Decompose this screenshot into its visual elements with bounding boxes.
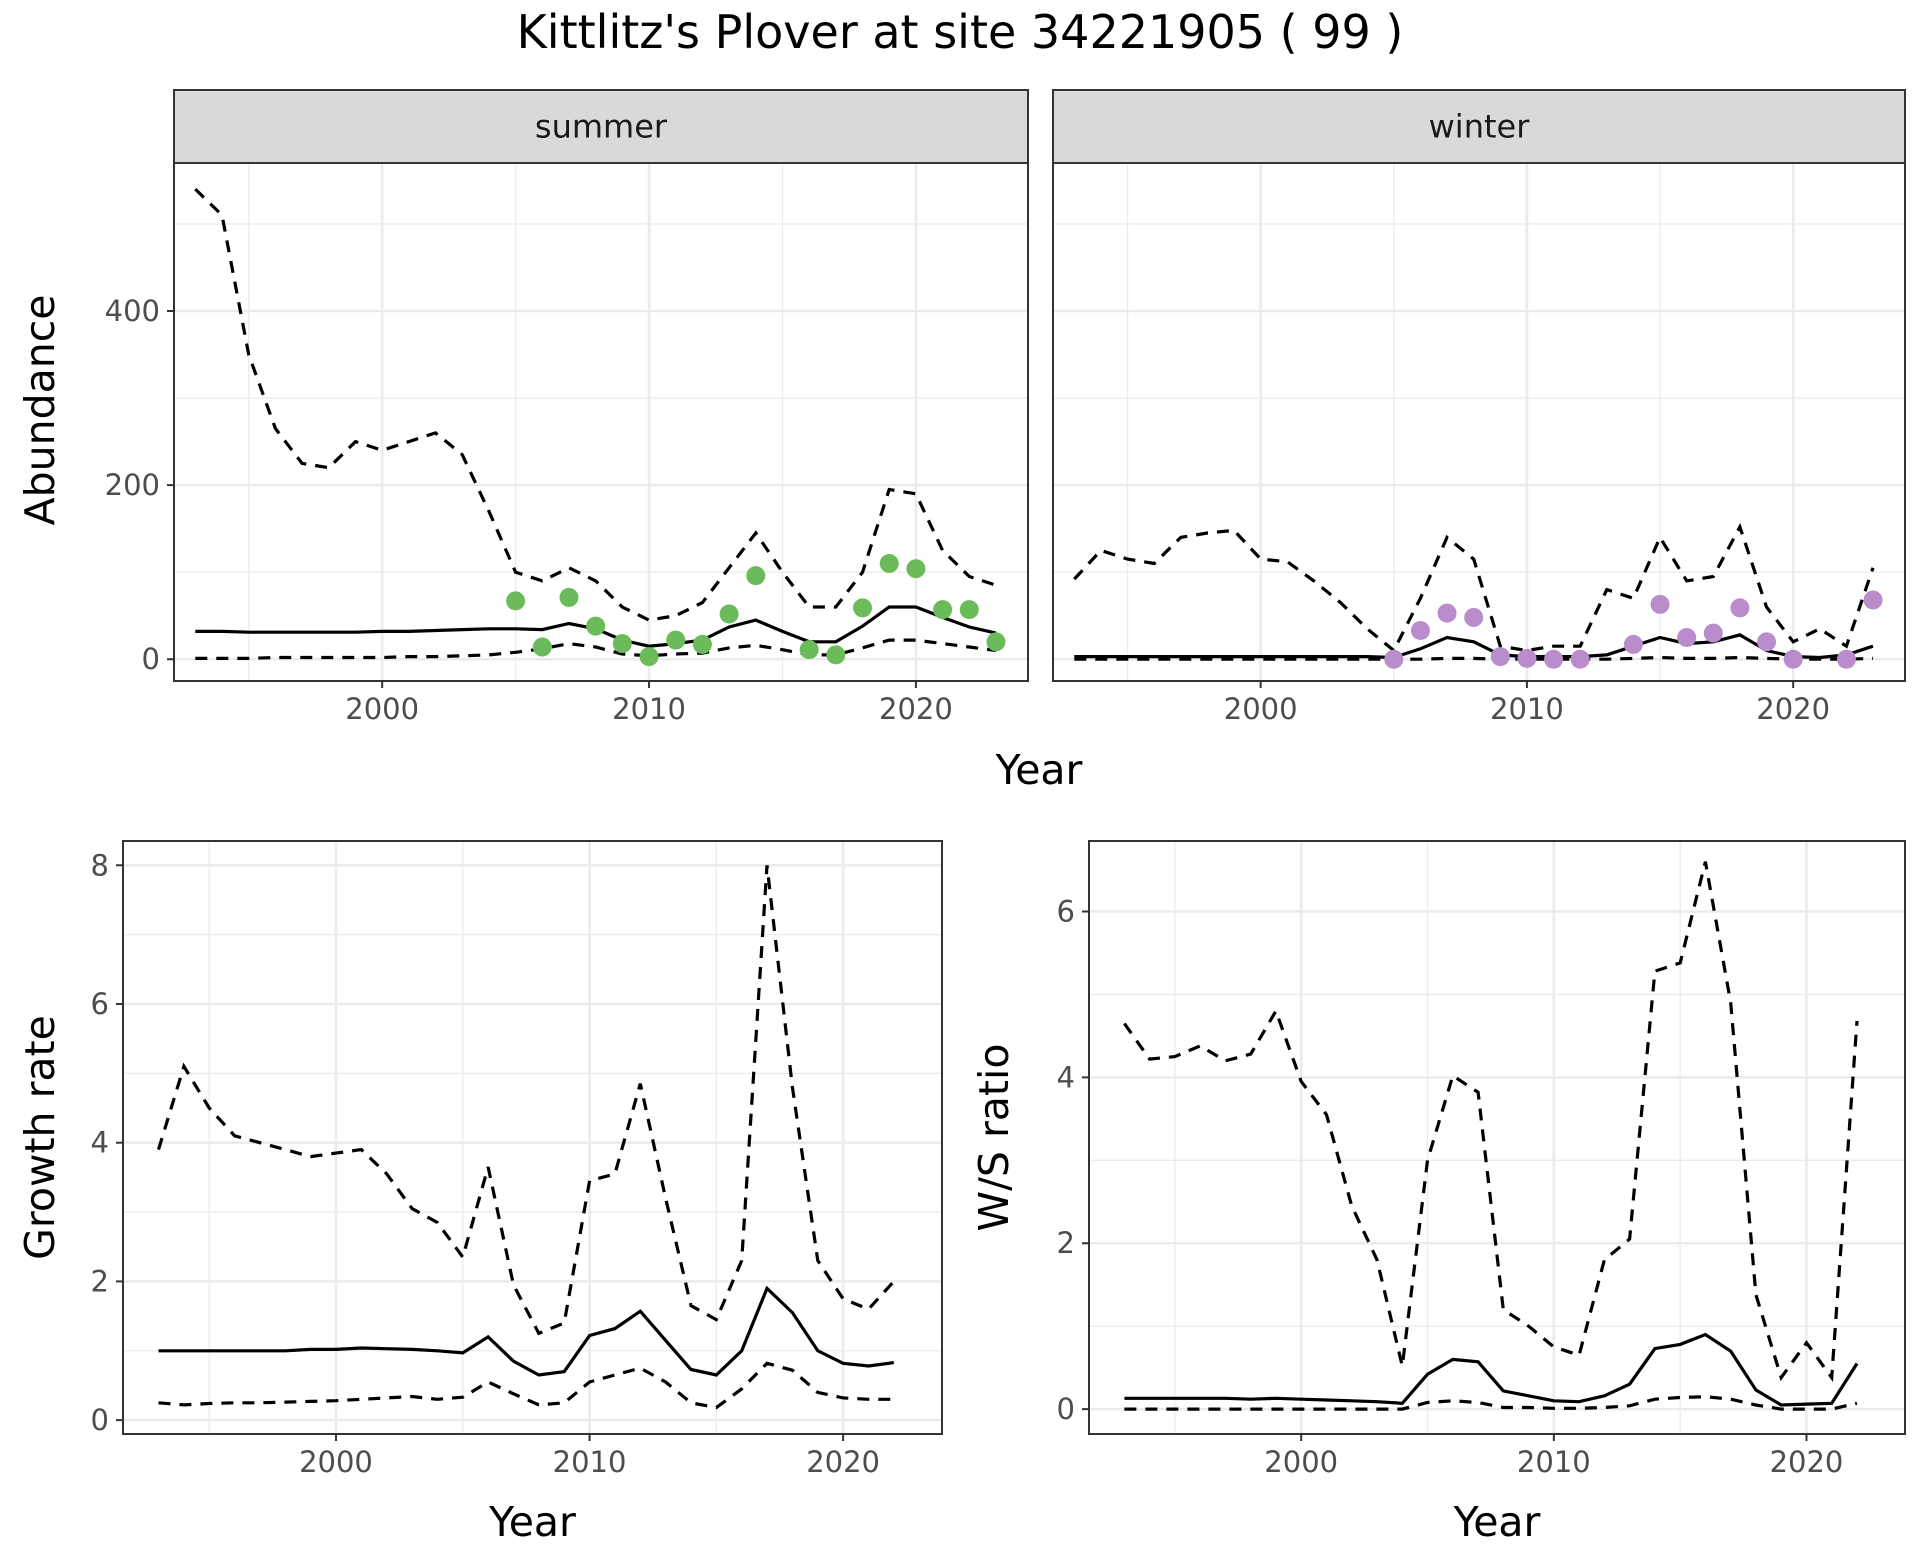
x-tick-label: 2000 bbox=[1264, 1445, 1338, 1479]
data-point bbox=[559, 587, 579, 607]
data-point bbox=[959, 600, 979, 620]
y-tick-label: 200 bbox=[105, 468, 160, 502]
data-point bbox=[586, 616, 606, 636]
facet-strip bbox=[173, 89, 1029, 164]
y-tick-label: 2 bbox=[1057, 1226, 1075, 1260]
facet-label: summer bbox=[535, 108, 668, 146]
data-point bbox=[906, 559, 926, 579]
panel-ws-ratio: 2000 2010 2020 0 2 4 6 W/S ratio Year bbox=[970, 840, 1906, 1546]
ci-line-2 bbox=[1124, 1395, 1858, 1411]
data-point bbox=[853, 598, 873, 618]
y-tick-label: 0 bbox=[91, 1403, 109, 1437]
data-point bbox=[1570, 649, 1590, 669]
y-axis-title: Abundance bbox=[16, 295, 64, 526]
x-tick-label: 2020 bbox=[1770, 1445, 1844, 1479]
ci-line-2 bbox=[1074, 655, 1874, 661]
data-point bbox=[1836, 649, 1856, 669]
data-point bbox=[1623, 634, 1643, 654]
data-point bbox=[1650, 594, 1670, 614]
ci-line-1 bbox=[1073, 522, 1875, 653]
data-point bbox=[879, 553, 899, 573]
data-point bbox=[692, 634, 712, 654]
data-point bbox=[1437, 603, 1457, 623]
x-tick-label: 2010 bbox=[1490, 692, 1564, 726]
y-tick-label: 8 bbox=[91, 848, 109, 882]
data-point bbox=[1783, 649, 1803, 669]
panel-border bbox=[122, 840, 943, 1435]
x-tick-label: 2020 bbox=[806, 1445, 880, 1479]
estimate-line-0 bbox=[1074, 633, 1874, 660]
y-tick-label: 0 bbox=[1057, 1392, 1075, 1426]
y-tick-label: 6 bbox=[91, 987, 109, 1021]
x-tick-label: 2000 bbox=[345, 692, 419, 726]
x-axis-title-top: Year bbox=[995, 746, 1083, 794]
data-point bbox=[1490, 647, 1510, 667]
x-tick-label: 2020 bbox=[879, 692, 953, 726]
x-tick-label: 2000 bbox=[1224, 692, 1298, 726]
data-point bbox=[506, 591, 526, 611]
data-point bbox=[799, 640, 819, 660]
data-point bbox=[1544, 649, 1564, 669]
data-point bbox=[666, 630, 686, 650]
x-axis-title: Year bbox=[488, 1498, 576, 1546]
data-point bbox=[1464, 607, 1484, 627]
x-tick-label: 2000 bbox=[299, 1445, 373, 1479]
data-point bbox=[933, 600, 953, 620]
facet-label: winter bbox=[1429, 108, 1531, 146]
y-tick-label: 400 bbox=[105, 294, 160, 328]
facet-strip bbox=[1052, 89, 1906, 164]
data-point bbox=[612, 634, 632, 654]
panel-abundance-winter: winter 2000 2010 2020 bbox=[1052, 89, 1906, 726]
ci-line-2 bbox=[195, 638, 997, 661]
ci-line-1 bbox=[194, 187, 997, 622]
estimate-line-0 bbox=[158, 1285, 895, 1377]
ci-line-2 bbox=[158, 1361, 894, 1410]
ci-line-1 bbox=[156, 865, 895, 1336]
panel-abundance-summer: summer 2000 2010 2020 0 200 400 Abundance bbox=[16, 89, 1029, 726]
x-axis-title: Year bbox=[1453, 1498, 1541, 1546]
data-point bbox=[746, 566, 766, 586]
panel-border bbox=[1088, 840, 1906, 1435]
y-tick-label: 2 bbox=[91, 1264, 109, 1298]
data-point bbox=[639, 647, 659, 667]
data-point bbox=[1757, 632, 1777, 652]
data-point bbox=[1863, 590, 1883, 610]
estimate-line-0 bbox=[1124, 1332, 1859, 1407]
x-tick-label: 2020 bbox=[1756, 692, 1830, 726]
x-tick-label: 2010 bbox=[612, 692, 686, 726]
figure-title: Kittlitz's Plover at site 34221905 ( 99 … bbox=[517, 5, 1404, 59]
y-tick-label: 0 bbox=[142, 642, 160, 676]
data-point bbox=[719, 604, 739, 624]
y-tick-label: 4 bbox=[91, 1126, 109, 1160]
data-point bbox=[1703, 623, 1723, 643]
data-point bbox=[826, 645, 846, 665]
ci-line-1 bbox=[1123, 861, 1859, 1383]
data-point bbox=[1384, 649, 1404, 669]
x-tick-label: 2010 bbox=[553, 1445, 627, 1479]
data-point bbox=[986, 632, 1006, 652]
y-axis-title: Growth rate bbox=[16, 1015, 64, 1260]
data-point bbox=[1677, 627, 1697, 647]
panel-growth-rate: 2000 2010 2020 0 2 4 6 8 Growth rate Year bbox=[16, 840, 943, 1546]
data-point bbox=[532, 637, 552, 657]
data-point bbox=[1410, 621, 1430, 641]
data-point bbox=[1730, 598, 1750, 618]
x-tick-label: 2010 bbox=[1517, 1445, 1591, 1479]
y-tick-label: 4 bbox=[1057, 1060, 1075, 1094]
y-tick-label: 6 bbox=[1057, 894, 1075, 928]
y-axis-title: W/S ratio bbox=[970, 1044, 1018, 1232]
data-point bbox=[1517, 648, 1537, 668]
